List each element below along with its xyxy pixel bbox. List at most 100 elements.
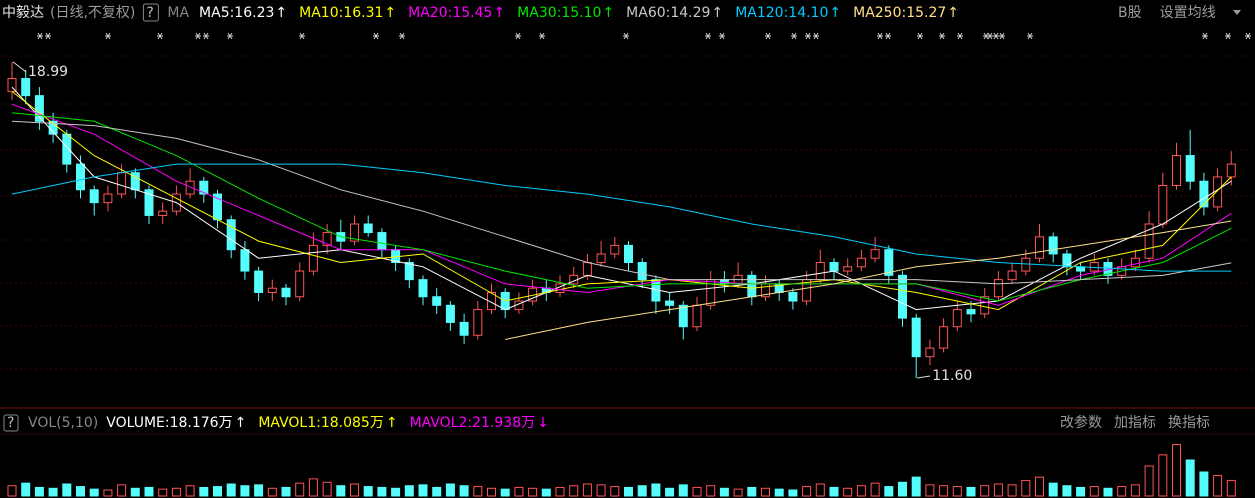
event-marker [195, 32, 201, 40]
candle-body [295, 270, 305, 298]
candle-body [199, 180, 209, 195]
candle-body [843, 266, 853, 272]
volume-bar [843, 487, 853, 497]
event-marker-stroke [1225, 32, 1231, 40]
candle-body [1007, 270, 1017, 281]
ma-line [11, 163, 1232, 272]
annotation-arrow [12, 61, 27, 73]
candle-body [89, 189, 99, 204]
candle-body [459, 321, 469, 336]
indicator-button[interactable]: 换指标 [1168, 414, 1210, 431]
volume-bar [952, 486, 962, 497]
volume-bar [925, 484, 935, 497]
volume-arrow: ↓ [537, 415, 549, 431]
volume-bar [706, 485, 716, 497]
volume-bar [363, 486, 373, 497]
candle-body [350, 223, 359, 242]
candle-body [966, 309, 976, 315]
candle-body [898, 274, 907, 319]
volume-bar [21, 482, 31, 497]
candle-body [254, 270, 264, 293]
help[interactable]: ? [7, 415, 14, 431]
candle-body [815, 262, 825, 281]
candle-body [829, 262, 839, 272]
event-marker [993, 32, 999, 40]
event-marker [805, 32, 811, 40]
event-marker-stroke [805, 32, 811, 40]
volume-bar [993, 483, 1003, 497]
volume-bar [308, 478, 318, 497]
legend-arrow: ↑ [493, 5, 505, 21]
volume-bar [445, 483, 455, 497]
candle-body [62, 133, 72, 165]
candle-body [34, 95, 44, 122]
volume-bar [761, 487, 770, 497]
volume-bar [898, 481, 907, 497]
layout-grid [0, 55, 1255, 370]
event-marker [917, 32, 923, 40]
candle-body [856, 257, 866, 268]
candle-body [788, 291, 798, 302]
candle-body [185, 180, 195, 195]
ma-label: MA [167, 5, 189, 21]
volume-bar [48, 487, 58, 497]
event-marker [957, 32, 963, 40]
volume-bar [34, 486, 44, 497]
volume-bar [596, 484, 606, 497]
candle-body [117, 172, 127, 195]
candle-body [1130, 257, 1140, 268]
help[interactable]: ? [146, 5, 153, 21]
event-marker [705, 32, 711, 40]
ma-line [11, 112, 1232, 302]
candle-body [624, 244, 633, 264]
volume-arrow: ↑ [235, 415, 247, 431]
event-marker [719, 32, 725, 40]
volume-bar [391, 487, 401, 497]
volume-bar [788, 489, 798, 497]
volume-bar [733, 488, 743, 497]
volume-bar [514, 486, 524, 497]
event-marker [885, 32, 891, 40]
volume-bar [418, 484, 428, 497]
indicator-button[interactable]: 改参数 [1060, 414, 1102, 431]
legend-arrow: ↑ [711, 5, 723, 21]
event-marker [813, 32, 819, 40]
header-button[interactable]: B股 [1118, 5, 1142, 21]
legend-entry: MA120:14.10 [735, 5, 828, 21]
volume-bar [350, 483, 359, 497]
candle-body [925, 347, 935, 358]
volume-bar [226, 483, 236, 497]
event-marker-stroke [885, 32, 891, 40]
annotation-label: 11.60 [932, 368, 972, 384]
candle-body [952, 309, 962, 328]
candle-body [144, 189, 154, 216]
event-marker-stroke [203, 32, 209, 40]
annotation-label: 18.99 [28, 64, 68, 80]
ma-line [11, 86, 1232, 311]
volume-bar [665, 487, 675, 497]
candle-body [678, 304, 688, 328]
volume-bar [117, 484, 127, 497]
volume-bar [774, 488, 784, 497]
volume-bar [295, 482, 305, 497]
volume-bar [856, 485, 866, 497]
header-button[interactable]: 设置均线 [1160, 5, 1216, 21]
volume-bar [637, 485, 647, 497]
candle-body [1021, 257, 1031, 272]
stock-name: 中毅达 [2, 4, 44, 21]
legend-arrow: ↑ [602, 5, 614, 21]
event-marker-stroke [765, 32, 771, 40]
candle-body [1158, 185, 1168, 225]
volume-bar [624, 486, 633, 497]
indicator-button[interactable]: 加指标 [1114, 415, 1156, 431]
event-marker-stroke [1245, 32, 1251, 40]
volume-bar [213, 486, 222, 497]
event-marker-stroke [719, 32, 725, 40]
event-marker-stroke [623, 32, 629, 40]
volume-bar [336, 485, 346, 497]
volume-bar [1158, 454, 1168, 497]
event-marker-stroke [105, 32, 111, 40]
volume-bar [1062, 485, 1072, 497]
candle-body [911, 317, 921, 358]
event-marker [765, 32, 771, 40]
